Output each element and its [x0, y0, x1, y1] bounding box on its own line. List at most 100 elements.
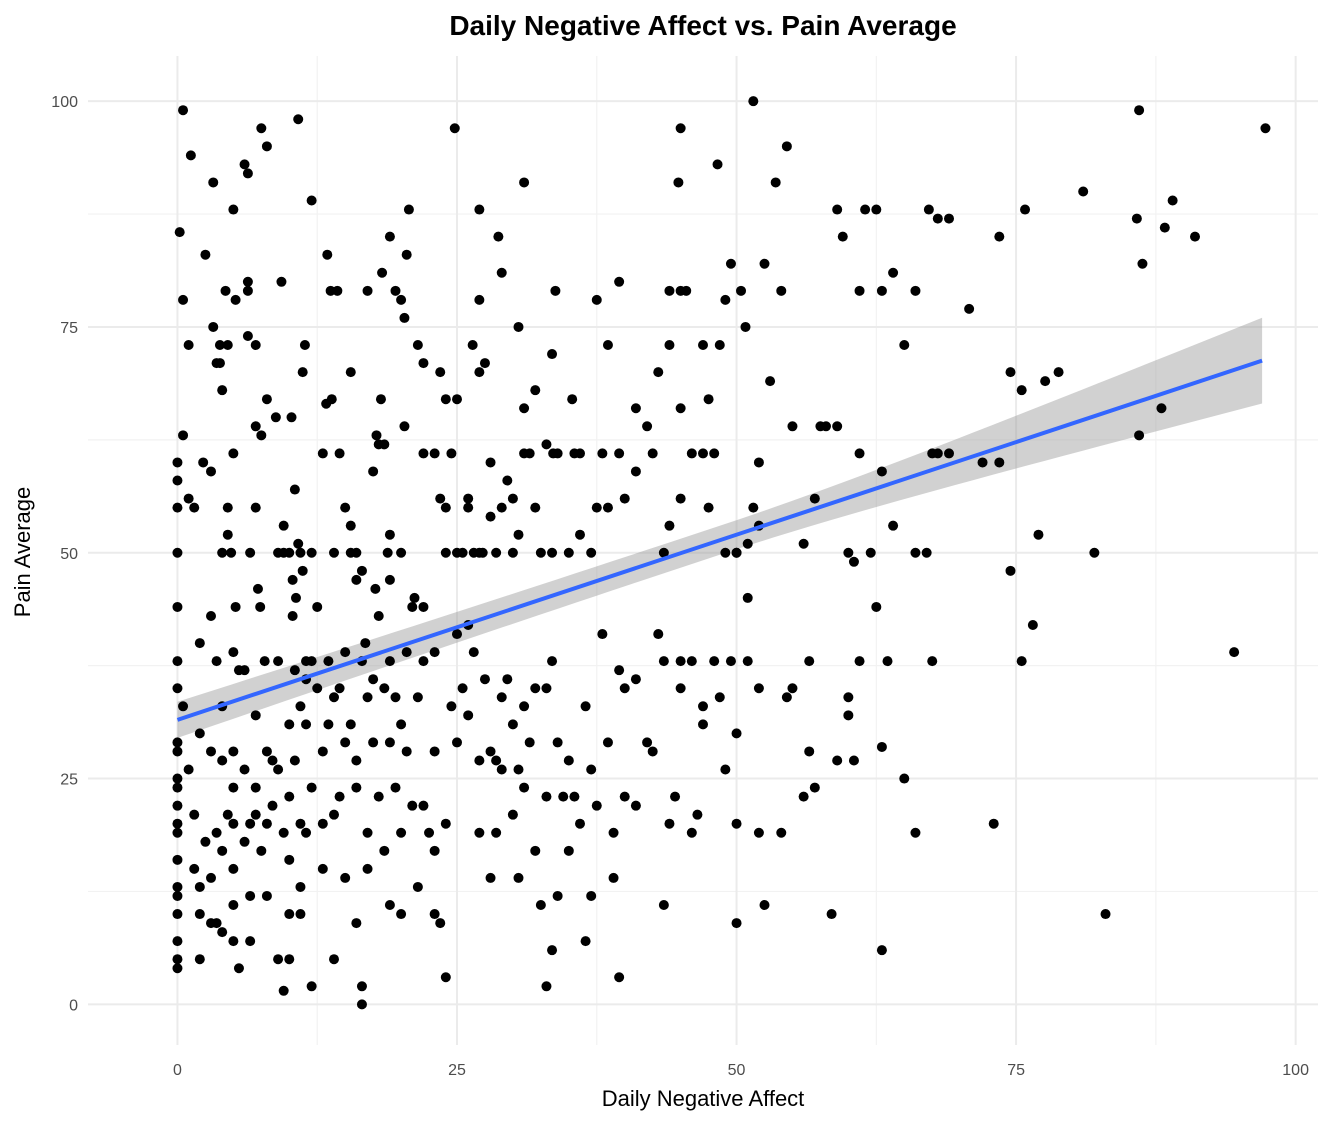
- data-point: [597, 448, 608, 459]
- data-point: [642, 421, 653, 432]
- data-point: [317, 746, 328, 757]
- data-point: [286, 412, 297, 423]
- data-point: [1159, 222, 1170, 233]
- data-point: [396, 719, 407, 730]
- data-point: [888, 520, 899, 531]
- data-point: [375, 394, 386, 405]
- data-point: [211, 827, 222, 838]
- data-point: [524, 737, 535, 748]
- data-point: [731, 728, 742, 739]
- data-point: [217, 385, 228, 396]
- data-point: [530, 385, 541, 396]
- data-point: [698, 701, 708, 712]
- data-point: [1040, 376, 1051, 387]
- data-point: [326, 394, 337, 405]
- data-point: [871, 601, 882, 612]
- data-point: [493, 231, 504, 242]
- data-point: [379, 683, 390, 694]
- data-point: [250, 502, 261, 513]
- data-point: [194, 728, 205, 739]
- data-point: [424, 827, 435, 838]
- data-point: [356, 981, 367, 992]
- data-point: [323, 719, 334, 730]
- data-point: [261, 141, 272, 152]
- data-point: [463, 493, 474, 504]
- data-point: [384, 656, 395, 667]
- data-point: [403, 204, 414, 215]
- data-point: [368, 466, 379, 477]
- data-point: [602, 737, 613, 748]
- data-point: [809, 782, 820, 793]
- data-point: [373, 610, 384, 621]
- data-point: [519, 403, 530, 414]
- data-point: [567, 394, 578, 405]
- data-point: [452, 737, 462, 748]
- data-point: [944, 448, 954, 459]
- data-point: [507, 493, 518, 504]
- data-point: [368, 674, 379, 685]
- data-point: [496, 502, 507, 513]
- data-point: [226, 547, 237, 558]
- data-point: [888, 267, 899, 278]
- data-point: [513, 529, 524, 540]
- data-point: [854, 448, 865, 459]
- data-point: [250, 340, 261, 351]
- data-point: [507, 719, 518, 730]
- data-point: [317, 818, 328, 829]
- data-point: [356, 999, 367, 1010]
- y-tick-label: 50: [60, 546, 78, 563]
- data-point: [591, 294, 602, 305]
- data-point: [351, 755, 362, 766]
- data-points: [172, 96, 1271, 1010]
- data-point: [217, 845, 228, 856]
- data-point: [245, 547, 256, 558]
- data-point: [345, 719, 356, 730]
- data-point: [228, 647, 239, 658]
- data-point: [552, 448, 563, 459]
- data-point: [284, 719, 295, 730]
- data-point: [860, 204, 871, 215]
- data-point: [200, 836, 211, 847]
- data-point: [530, 502, 541, 513]
- data-point: [429, 909, 440, 920]
- data-point: [297, 367, 308, 378]
- data-point: [208, 321, 219, 332]
- data-point: [340, 872, 351, 883]
- data-point: [1134, 430, 1145, 441]
- data-point: [809, 493, 820, 504]
- data-point: [287, 574, 298, 585]
- data-point: [242, 285, 253, 296]
- data-point: [399, 312, 410, 323]
- data-point: [474, 755, 485, 766]
- data-point: [306, 782, 317, 793]
- data-point: [178, 105, 189, 116]
- data-point: [871, 204, 882, 215]
- data-point: [994, 231, 1005, 242]
- data-point: [390, 285, 401, 296]
- data-point: [491, 755, 502, 766]
- data-point: [675, 123, 686, 134]
- data-point: [206, 872, 216, 883]
- data-point: [463, 710, 474, 721]
- data-point: [189, 863, 200, 874]
- y-tick-label: 25: [60, 772, 78, 789]
- data-point: [200, 249, 211, 260]
- data-point: [220, 285, 231, 296]
- data-point: [211, 656, 222, 667]
- data-point: [748, 96, 759, 107]
- data-point: [289, 755, 300, 766]
- data-point: [876, 741, 887, 752]
- data-point: [351, 782, 362, 793]
- data-point: [658, 900, 669, 911]
- data-point: [619, 493, 630, 504]
- data-point: [340, 737, 351, 748]
- data-point: [1005, 367, 1016, 378]
- data-point: [172, 746, 183, 757]
- x-tick-label: 75: [1007, 1062, 1025, 1079]
- data-point: [513, 872, 524, 883]
- data-point: [491, 827, 502, 838]
- data-point: [407, 800, 418, 811]
- data-point: [658, 656, 669, 667]
- data-point: [804, 746, 815, 757]
- data-point: [334, 683, 345, 694]
